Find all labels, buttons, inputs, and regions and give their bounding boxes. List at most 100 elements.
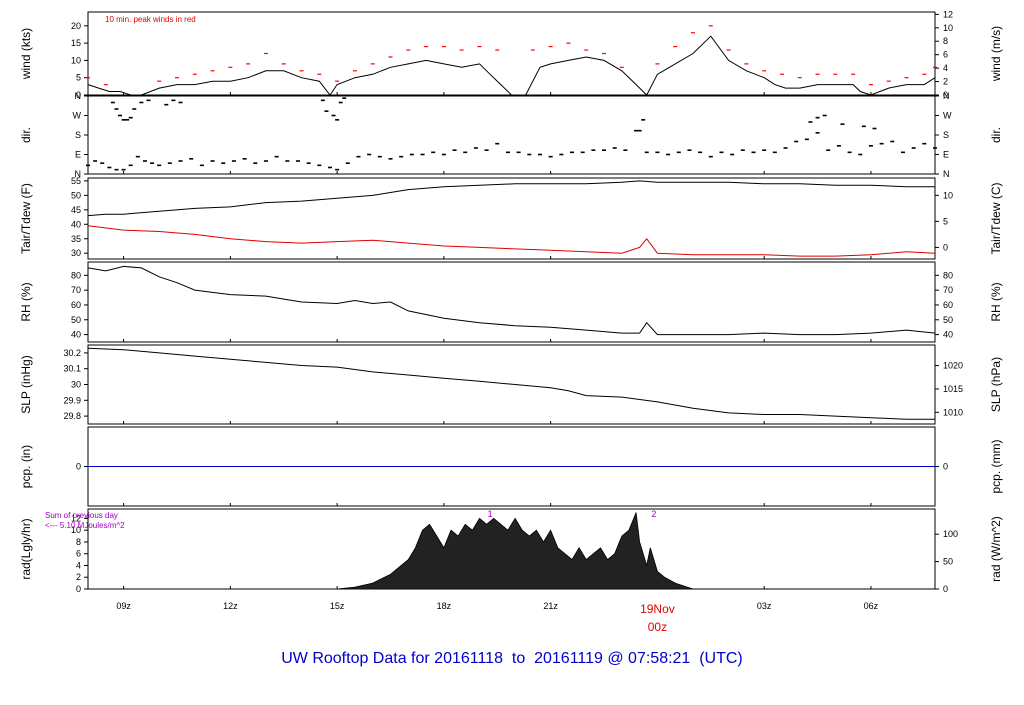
rh-ytick-label: 60: [71, 300, 81, 310]
slp-ylabel-right: SLP (hPa): [989, 357, 1003, 412]
page-title: UW Rooftop Data for 20161118 to 20161119…: [281, 650, 743, 667]
rh-ytick-right-label: 80: [943, 270, 953, 280]
dir-ytick-right-label: W: [943, 111, 952, 121]
slp-ytick-right-label: 1020: [943, 361, 963, 371]
dir-ytick-right-label: S: [943, 130, 949, 140]
wind-ytick-label: 10: [71, 55, 81, 65]
rad-ytick-label: 10: [71, 525, 81, 535]
rad-ytick-right-label: 100: [943, 529, 958, 539]
dir-ytick-label: W: [73, 111, 82, 121]
wind-ylabel: wind (kts): [19, 28, 33, 80]
rad-ytick-label: 0: [76, 584, 81, 594]
temp-ytick-label: 30: [71, 248, 81, 258]
slp-ytick-right-label: 1010: [943, 407, 963, 417]
x-tick-label: 09z: [116, 601, 131, 611]
dir-ytick-label: N: [75, 91, 82, 101]
wind-ytick-label: 5: [76, 73, 81, 83]
rad-ytick-right-label: 50: [943, 557, 953, 567]
temp-Tair-line: [87, 180, 935, 217]
temp-ylabel-right: Tair/Tdew (C): [989, 182, 1003, 254]
slp-ytick-label: 29.8: [63, 411, 81, 421]
slp-ytick-label: 29.9: [63, 395, 81, 405]
slp-ytick-right-label: 1015: [943, 384, 963, 394]
x-tick-label: 21z: [543, 601, 558, 611]
wind-ytick-label: 0: [76, 90, 81, 100]
rad-ytick-label: 6: [76, 549, 81, 559]
dir-ytick-right-label: N: [943, 91, 950, 101]
pcp-ytick-right-label: 0: [943, 462, 948, 472]
slp-SLP-line: [87, 347, 935, 420]
rad-annotation-value: <--- 5.10 MJoules/m^2: [45, 521, 125, 530]
x-date-label: 19Nov: [640, 602, 675, 616]
rad-ylabel-right: rad (W/m^2): [989, 516, 1003, 582]
slp-ytick-label: 30.1: [63, 364, 81, 374]
rh-ytick-right-label: 70: [943, 285, 953, 295]
rh-ytick-label: 70: [71, 285, 81, 295]
pcp-ytick-label: 0: [76, 462, 81, 472]
wind-ytick-right-label: 10: [943, 23, 953, 33]
temp-ytick-label: 40: [71, 219, 81, 229]
rh-ytick-label: 50: [71, 315, 81, 325]
rh-frame: [87, 261, 936, 343]
dir-ytick-right-label: N: [943, 169, 950, 179]
wind-wind-line: [87, 35, 936, 96]
temp-ytick-label: 45: [71, 205, 81, 215]
rad-ytick-label: 4: [76, 560, 81, 570]
wind-ytick-right-label: 6: [943, 50, 948, 60]
x-tick-label: 03z: [757, 601, 772, 611]
slp-ytick-label: 30: [71, 380, 81, 390]
temp-ytick-label: 50: [71, 190, 81, 200]
dir-ytick-label: E: [75, 150, 81, 160]
dir-ytick-label: N: [75, 169, 82, 179]
rh-ytick-right-label: 40: [943, 330, 953, 340]
wind-ylabel-right: wind (m/s): [989, 26, 1003, 82]
wind-ytick-right-label: 4: [943, 63, 948, 73]
wind-ytick-label: 20: [71, 21, 81, 31]
x-tick-label: 18z: [437, 601, 452, 611]
rh-ylabel: RH (%): [19, 282, 33, 321]
pcp-ylabel-right: pcp. (mm): [989, 439, 1003, 493]
wind-ytick-label: 15: [71, 38, 81, 48]
rad-day-marker: 2: [651, 509, 656, 519]
dir-ylabel: dir.: [19, 127, 33, 143]
rad-day-marker: 1: [488, 509, 493, 519]
rad-ytick-label: 8: [76, 537, 81, 547]
rh-ytick-label: 40: [71, 330, 81, 340]
wind-ytick-right-label: 12: [943, 9, 953, 19]
dir-ytick-right-label: E: [943, 150, 949, 160]
rad-ytick-label: 2: [76, 572, 81, 582]
rh-ytick-right-label: 50: [943, 315, 953, 325]
slp-ylabel: SLP (inHg): [19, 355, 33, 413]
slp-ytick-label: 30.2: [63, 348, 81, 358]
temp-ytick-right-label: 0: [943, 242, 948, 252]
wind-annotation: 10 min. peak winds in red: [105, 15, 196, 24]
x-tick-label: 06z: [864, 601, 879, 611]
x-date-sublabel: 00z: [648, 620, 667, 634]
dir-ylabel-right: dir.: [989, 127, 1003, 143]
wind-ytick-right-label: 0: [943, 90, 948, 100]
temp-ytick-right-label: 10: [943, 190, 953, 200]
dir-ytick-label: S: [75, 130, 81, 140]
temp-ytick-label: 55: [71, 176, 81, 186]
rad-ytick-right-label: 0: [943, 584, 948, 594]
rh-ylabel-right: RH (%): [989, 282, 1003, 321]
rh-RH-line: [87, 265, 936, 336]
rh-ytick-label: 80: [71, 270, 81, 280]
temp-ytick-right-label: 5: [943, 216, 948, 226]
rad-ytick-label: 12: [71, 513, 81, 523]
wind-ytick-right-label: 2: [943, 77, 948, 87]
temp-frame: [87, 177, 936, 260]
pcp-ylabel: pcp. (in): [19, 445, 33, 488]
rh-ytick-right-label: 60: [943, 300, 953, 310]
temp-ytick-label: 35: [71, 234, 81, 244]
wind-ytick-right-label: 8: [943, 36, 948, 46]
rad-ylabel: rad(Lgly/hr): [19, 518, 33, 579]
x-tick-label: 15z: [330, 601, 345, 611]
dir-frame: [87, 95, 936, 175]
temp-Tdew-line: [87, 225, 936, 257]
rad-annotation-sum: Sum of previous day: [45, 511, 118, 520]
wind-frame: [87, 11, 936, 96]
temp-ylabel: Tair/Tdew (F): [19, 183, 33, 254]
